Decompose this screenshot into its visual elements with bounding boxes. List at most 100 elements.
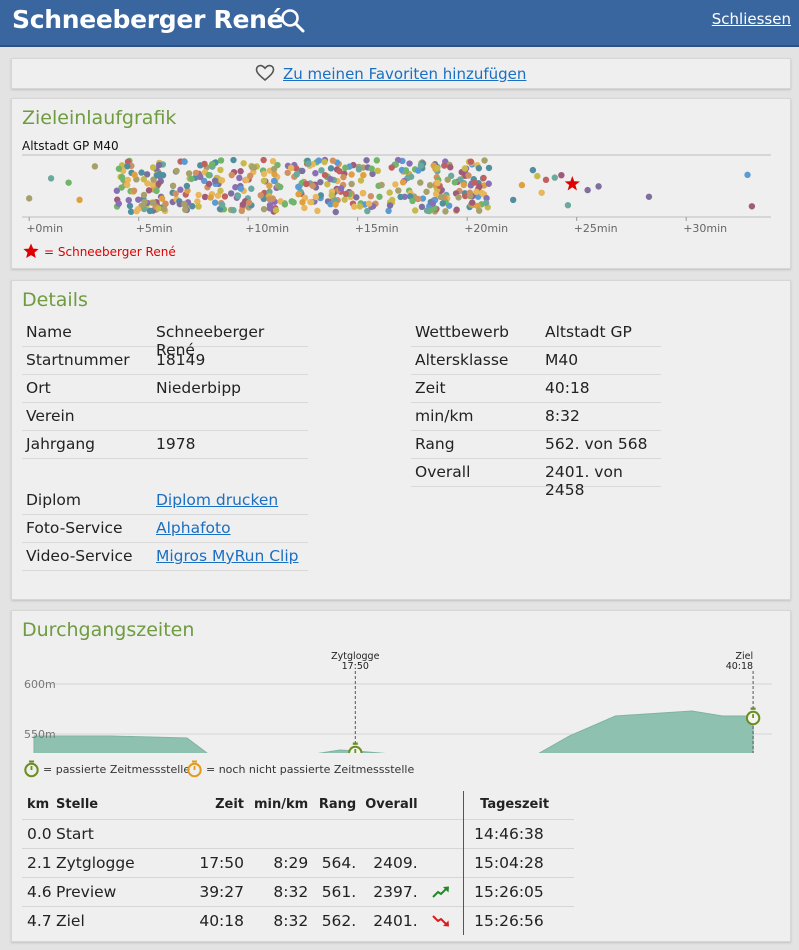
runner-dot <box>125 196 132 204</box>
split-rang: 562. <box>318 905 366 935</box>
runner-dot <box>327 175 334 183</box>
x-tick-label: +10min <box>245 222 289 235</box>
checkpoint-time: 40:18 <box>726 661 753 672</box>
runner-dot <box>414 195 422 203</box>
col-trend <box>428 791 464 819</box>
runner-dot <box>386 202 394 209</box>
detail-value: Schneeberger René <box>156 323 265 359</box>
checkpoint-stopwatch-icon[interactable] <box>348 742 363 754</box>
split-trend <box>427 847 464 877</box>
runner-dot <box>260 156 267 164</box>
service-link[interactable]: Alphafoto <box>156 519 231 537</box>
runner-dot <box>260 205 268 213</box>
detail-label: Name <box>26 323 72 341</box>
service-row: Foto-Service Alphafoto <box>22 515 308 543</box>
runner-dot <box>188 175 195 183</box>
runner-dot <box>248 185 255 192</box>
runner-dot <box>455 194 462 201</box>
runner-dot <box>293 171 300 178</box>
runner-dot <box>272 207 280 214</box>
runner-dot <box>123 181 131 189</box>
runner-dot <box>315 157 323 164</box>
result-row: Zeit 40:18 <box>411 375 661 403</box>
runner-dot <box>266 205 274 212</box>
split-km: 0.0 <box>22 818 56 848</box>
runner-dot <box>150 199 157 206</box>
split-trend <box>427 818 464 848</box>
runner-dot <box>307 198 314 206</box>
result-row: Wettbewerb Altstadt GP <box>411 319 661 347</box>
runner-dot <box>299 199 306 206</box>
runner-dot <box>243 176 250 183</box>
runner-dot <box>118 184 125 191</box>
split-km: 4.7 <box>22 905 56 935</box>
runner-dot <box>465 172 472 179</box>
result-row: min/km 8:32 <box>411 403 661 431</box>
runner-dot <box>369 170 376 178</box>
runner-dot <box>321 158 328 166</box>
runner-dot <box>65 179 72 186</box>
service-link[interactable]: Diplom drucken <box>156 491 279 509</box>
col-rang: Rang <box>318 797 357 813</box>
runner-dot <box>342 164 349 171</box>
runner-dot <box>551 174 558 181</box>
split-tageszeit: 15:26:05 <box>463 876 574 906</box>
runner-dot <box>305 160 312 167</box>
result-label: Zeit <box>415 379 446 397</box>
runner-dot <box>434 179 441 187</box>
runner-dot <box>228 171 235 179</box>
runner-dot <box>336 168 343 175</box>
runner-dot <box>432 190 440 198</box>
runner-dot <box>237 185 245 192</box>
runner-dot <box>321 171 329 179</box>
runner-dot <box>744 171 751 179</box>
favorites-bar: Zu meinen Favoriten hinzufügen <box>11 58 791 89</box>
runner-dot <box>337 185 345 192</box>
runner-dot <box>301 204 308 212</box>
stopwatch-not-passed-icon <box>187 760 202 778</box>
runner-dot <box>257 192 264 199</box>
split-row: 2.1 Zytglogge 17:50 8:29 564. 2409. 15:04:28 <box>22 847 574 877</box>
search-icon[interactable] <box>280 8 306 34</box>
runner-dot <box>140 191 148 199</box>
close-link[interactable]: Schliessen <box>711 10 791 28</box>
runner-dot <box>485 180 492 187</box>
runner-dot <box>197 173 204 181</box>
result-label: Rang <box>415 435 455 453</box>
runner-dot <box>318 167 325 174</box>
heart-icon[interactable] <box>255 64 275 82</box>
runner-dot <box>447 164 454 171</box>
runner-dot <box>324 181 331 188</box>
result-label: Wettbewerb <box>415 323 509 341</box>
runner-dot <box>748 203 756 210</box>
runner-dot <box>47 175 55 182</box>
runner-dot <box>270 177 278 185</box>
result-row: Altersklasse M40 <box>411 347 661 375</box>
checkpoint-stopwatch-icon[interactable] <box>745 707 761 726</box>
runner-dot <box>281 201 289 208</box>
y-tick-label: 600m <box>24 678 56 691</box>
split-stelle: Ziel <box>56 905 186 935</box>
runner-dot <box>409 197 416 205</box>
runner-dot <box>113 187 121 194</box>
runner-dot <box>260 177 268 185</box>
runner-dot <box>115 165 123 172</box>
runner-dot <box>476 183 483 190</box>
runner-dot <box>234 192 242 200</box>
service-link[interactable]: Migros MyRun Clip <box>156 547 299 565</box>
runner-dot <box>76 196 83 204</box>
add-favorite-link[interactable]: Zu meinen Favoriten hinzufügen <box>283 65 527 83</box>
runner-dot <box>419 195 427 202</box>
split-rang: 564. <box>318 847 366 877</box>
runner-dot <box>364 207 371 215</box>
runner-dot <box>217 187 224 195</box>
col-tageszeit: Tageszeit <box>463 791 574 819</box>
runner-dot <box>200 177 208 185</box>
split-overall <box>365 818 428 848</box>
runner-dot <box>389 196 396 204</box>
runner-dot <box>468 199 476 206</box>
runner-dot <box>149 164 157 171</box>
runner-dot <box>269 157 277 165</box>
finish-chart-card: Zieleinlaufgrafik Altstadt GP M40 +0min +… <box>11 98 791 269</box>
runner-dot <box>292 164 300 172</box>
